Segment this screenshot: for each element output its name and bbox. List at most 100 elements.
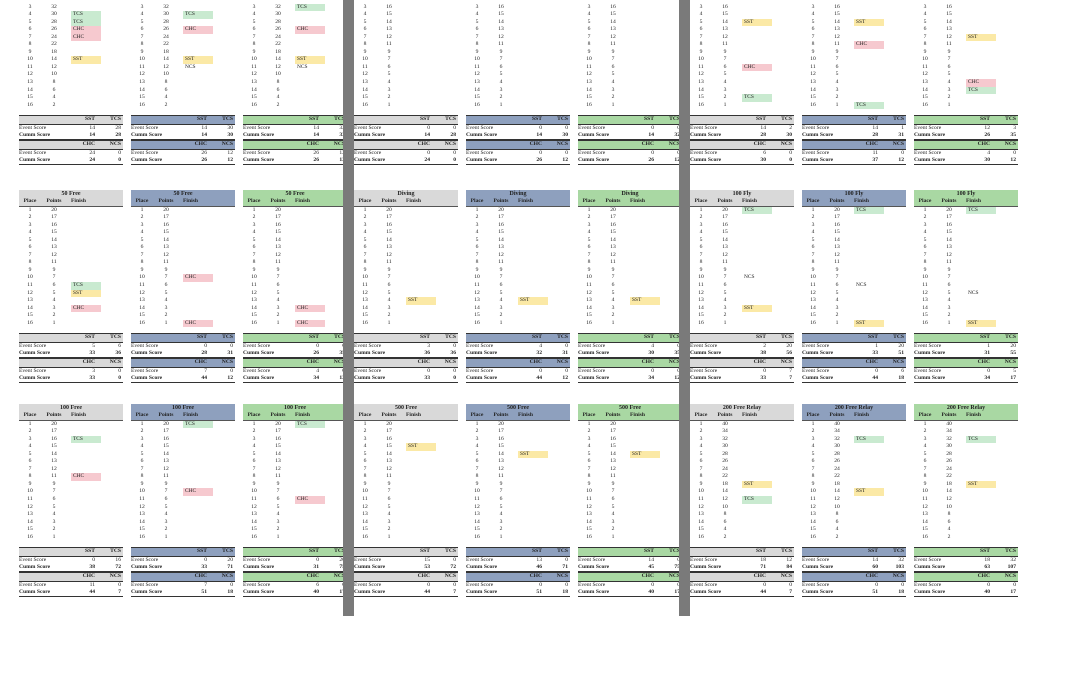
points-cell: 16 xyxy=(275,435,281,442)
finish-cell xyxy=(738,87,772,95)
table-row: 5 14 SST xyxy=(466,450,570,459)
table-row: 3 32 TCS xyxy=(802,435,906,444)
team-header-value: NCS xyxy=(1004,573,1016,580)
team-header-value: NCS xyxy=(333,141,345,148)
team-header-label xyxy=(690,548,742,556)
cumm-score-row-value: 33 xyxy=(760,375,766,382)
points-cell: 17 xyxy=(834,214,840,221)
finish-cell xyxy=(514,519,548,527)
event-score-row-label: Event Score xyxy=(131,581,159,588)
table-row: 7 12 xyxy=(578,466,682,474)
finish-cell xyxy=(67,534,101,542)
cumm-score-row-value: 30 xyxy=(562,132,568,138)
place-cell: 13 xyxy=(922,297,928,304)
event-block: 100 Fly Place Points Finish 1 20 TCS 2 17 3 16 4 15 5… xyxy=(914,190,1018,384)
points-cell: 24 xyxy=(275,33,281,40)
finish-cell xyxy=(850,481,884,489)
finish-cell: CHC xyxy=(850,41,884,49)
place-header: Place xyxy=(806,412,820,418)
team-header-value: TCS xyxy=(222,116,233,123)
place-cell: 8 xyxy=(363,41,367,48)
finish-cell xyxy=(179,305,213,313)
points-cell: 4 xyxy=(499,79,503,86)
place-cell: 8 xyxy=(699,259,703,266)
points-cell: 15 xyxy=(722,11,728,18)
table-row: 234 xyxy=(131,0,235,4)
team-badge: TCS xyxy=(742,495,772,504)
place-cell: 13 xyxy=(139,79,145,86)
points-cell: 11 xyxy=(498,473,504,480)
team-header-label xyxy=(354,141,406,149)
score-summary: SST TCS Event Score 14 1 Cumm Score 28 31 CHC NCS… xyxy=(802,115,906,166)
place-cell: 11 xyxy=(586,281,592,288)
points-header: Points xyxy=(717,198,733,204)
table-row: 13 4 CHC xyxy=(914,79,1018,87)
finish-cell xyxy=(67,526,101,534)
place-cell: 11 xyxy=(251,63,257,70)
team-header-value: SST xyxy=(420,116,430,123)
table-row: 7 12 xyxy=(690,252,794,260)
team-badge: CHC xyxy=(966,79,996,87)
place-header: Place xyxy=(806,198,820,204)
team-header-value: CHC xyxy=(194,359,207,366)
table-row: 9 18 xyxy=(802,481,906,489)
event-score-row-value: 0 xyxy=(987,367,990,374)
finish-header: Finish xyxy=(406,198,421,204)
event-score-row: Event Score 11 0 xyxy=(802,150,906,157)
table-row: 1 40 xyxy=(690,421,794,429)
place-cell: 7 xyxy=(923,251,927,258)
cumm-score-row-value: 18 xyxy=(227,589,233,596)
finish-cell xyxy=(402,451,436,459)
finish-cell xyxy=(179,511,213,519)
points-cell: 34 xyxy=(153,0,179,4)
cumm-score-row-value: 44 xyxy=(760,589,766,596)
place-cell: 7 xyxy=(475,465,479,472)
finish-cell xyxy=(291,229,325,237)
table-row: 10 7 CHC xyxy=(131,274,235,282)
cumm-score-row-value: 12 xyxy=(227,157,233,164)
event-score-row-value: 0 xyxy=(230,342,233,349)
finish-cell xyxy=(626,64,660,72)
finish-cell xyxy=(738,290,772,298)
points-cell: 20 xyxy=(163,206,169,213)
team-header-value: TCS xyxy=(222,548,233,555)
place-cell: 16 xyxy=(362,319,368,326)
cumm-score-row: Cumm Score 53 72 xyxy=(354,564,458,573)
table-row: 3 16 xyxy=(354,222,458,230)
points-cell: 14 xyxy=(610,236,616,243)
place-cell: 12 xyxy=(362,503,368,510)
team-header-value: CHC xyxy=(641,359,654,366)
points-cell: 16 xyxy=(386,435,392,442)
table-row: 15 2 xyxy=(578,312,682,320)
team-header: SST TCS xyxy=(19,547,123,557)
cumm-score-row-label: Cumm Score xyxy=(578,564,610,571)
table-row: 13 4 xyxy=(690,79,794,87)
points-cell: 14 xyxy=(498,18,504,25)
finish-cell xyxy=(67,297,101,305)
finish-cell xyxy=(514,436,548,444)
cumm-score-row-label: Cumm Score xyxy=(802,132,834,138)
team-header: CHC NCS xyxy=(354,358,458,368)
points-cell: 8 xyxy=(835,511,839,518)
place-header: Place xyxy=(582,412,596,418)
team-header-label xyxy=(578,141,630,149)
event-score-row-value: 32 xyxy=(1010,556,1016,563)
points-cell: 14 xyxy=(722,488,728,495)
cumm-score-row-label: Cumm Score xyxy=(131,157,163,164)
finish-cell xyxy=(291,534,325,542)
place-cell: 16 xyxy=(810,101,816,108)
event-block: 100 Fly Place Points Finish 1 20 TCS 2 17 3 16 4 15 5… xyxy=(690,190,794,384)
place-cell: 14 xyxy=(474,518,480,525)
team-header-value: CHC xyxy=(82,141,95,148)
table-row: 5 14 xyxy=(578,237,682,245)
table-row: 15 2 xyxy=(466,312,570,320)
place-cell: 2 xyxy=(252,428,256,435)
points-cell: 2 xyxy=(499,526,503,533)
points-cell: 15 xyxy=(386,443,392,450)
finish-cell xyxy=(402,41,436,49)
event-score-row-value: 12 xyxy=(319,150,345,157)
